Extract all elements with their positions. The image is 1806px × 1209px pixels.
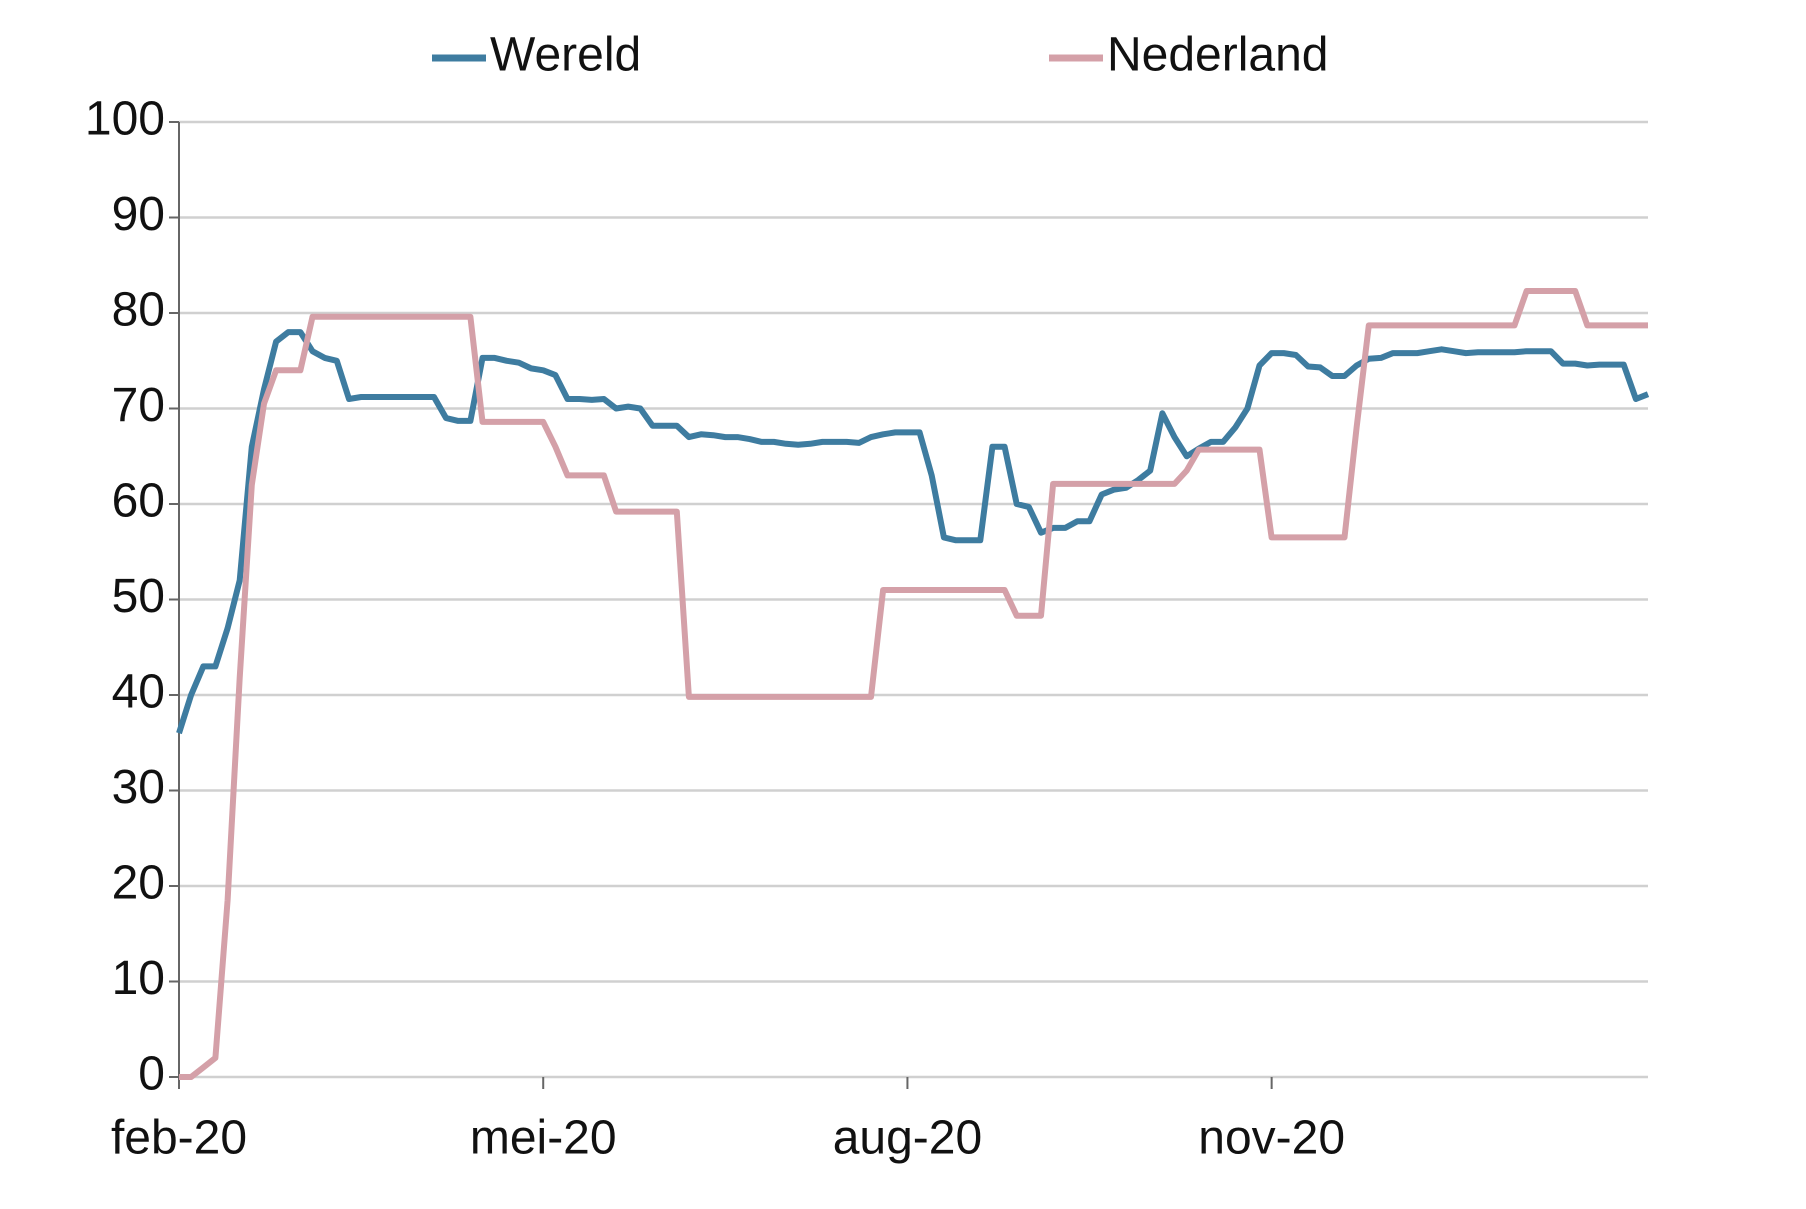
- x-tick-label: nov-20: [1198, 1112, 1345, 1165]
- y-tick-label: 90: [112, 188, 165, 241]
- legend-label: Nederland: [1107, 29, 1328, 82]
- y-tick-label: 0: [138, 1048, 165, 1101]
- y-tick-label: 10: [112, 952, 165, 1005]
- y-tick-label: 70: [112, 379, 165, 432]
- legend-label: Wereld: [490, 29, 641, 82]
- x-tick-label: mei-20: [470, 1112, 617, 1165]
- x-tick-label: aug-20: [833, 1112, 982, 1165]
- y-tick-label: 50: [112, 570, 165, 623]
- x-tick-label: feb-20: [111, 1112, 247, 1165]
- series-line: [176, 329, 1650, 735]
- y-tick-label: 40: [112, 666, 165, 719]
- y-tick-label: 80: [112, 284, 165, 337]
- y-tick-label: 30: [112, 761, 165, 814]
- y-tick-label: 60: [112, 475, 165, 528]
- y-tick-label: 20: [112, 857, 165, 910]
- y-tick-label: 100: [85, 93, 165, 146]
- series-line: [179, 288, 1648, 1080]
